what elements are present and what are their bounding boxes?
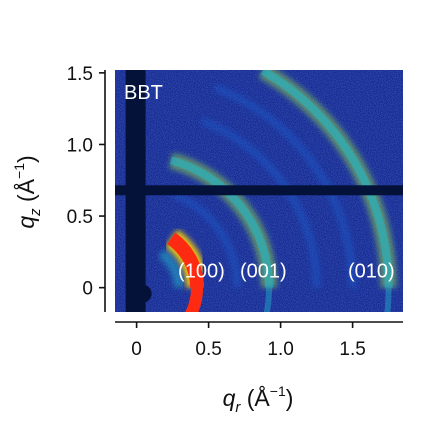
peak-label-2: (010) xyxy=(348,261,395,283)
y-axis-title-q: q xyxy=(13,216,39,229)
x-tick-label: 1.5 xyxy=(339,339,365,360)
peak-label-1: (001) xyxy=(240,261,287,283)
ring-1-lower xyxy=(263,287,273,312)
scattering-rings xyxy=(157,70,397,312)
peak-labels: (100) (001) (010) xyxy=(178,261,395,283)
y-axis-title-sub: z xyxy=(27,208,44,217)
faint-arc-2 xyxy=(213,84,357,288)
ring-2-lower xyxy=(384,287,392,312)
ring-0 xyxy=(167,232,205,288)
ring-1 xyxy=(169,156,274,288)
x-axis-title-sub: r xyxy=(235,399,241,416)
ring-2 xyxy=(260,70,393,288)
y-axis-title: qz (Å−1) xyxy=(11,155,44,228)
x-axis-title: qr (Å−1) xyxy=(223,383,294,416)
y-tick-label: 1.5 xyxy=(67,64,93,85)
x-axis: 0 0.5 1.0 1.5 xyxy=(115,321,403,360)
sample-label: BBT xyxy=(124,82,163,104)
x-axis-title-unit: (Å xyxy=(240,384,270,411)
x-axis-title-q: q xyxy=(223,385,236,411)
y-tick-label: 0.5 xyxy=(67,207,93,228)
ring-0-halo xyxy=(157,249,184,288)
y-tick-label: 1.0 xyxy=(67,135,93,156)
faint-arc-0 xyxy=(171,190,241,288)
x-tick-label: 0.5 xyxy=(195,339,221,360)
y-axis-title-close: ) xyxy=(13,155,39,163)
y-axis-title-unit: (Å xyxy=(12,178,39,208)
plot-area xyxy=(115,70,403,312)
y-axis: 0 0.5 1.0 1.5 xyxy=(67,64,106,312)
x-axis-title-sup: −1 xyxy=(270,383,286,399)
detector-gaps xyxy=(115,70,403,312)
y-axis-title-sup: −1 xyxy=(11,163,27,179)
x-tick-label: 1.0 xyxy=(267,339,293,360)
y-tick-label: 0 xyxy=(82,279,93,300)
ring-0-lower xyxy=(185,287,204,312)
beamstop xyxy=(133,284,152,303)
peak-label-0: (100) xyxy=(178,261,225,283)
x-tick-label: 0 xyxy=(131,339,142,360)
x-axis-title-close: ) xyxy=(286,385,294,411)
horizontal-gap xyxy=(115,185,403,196)
